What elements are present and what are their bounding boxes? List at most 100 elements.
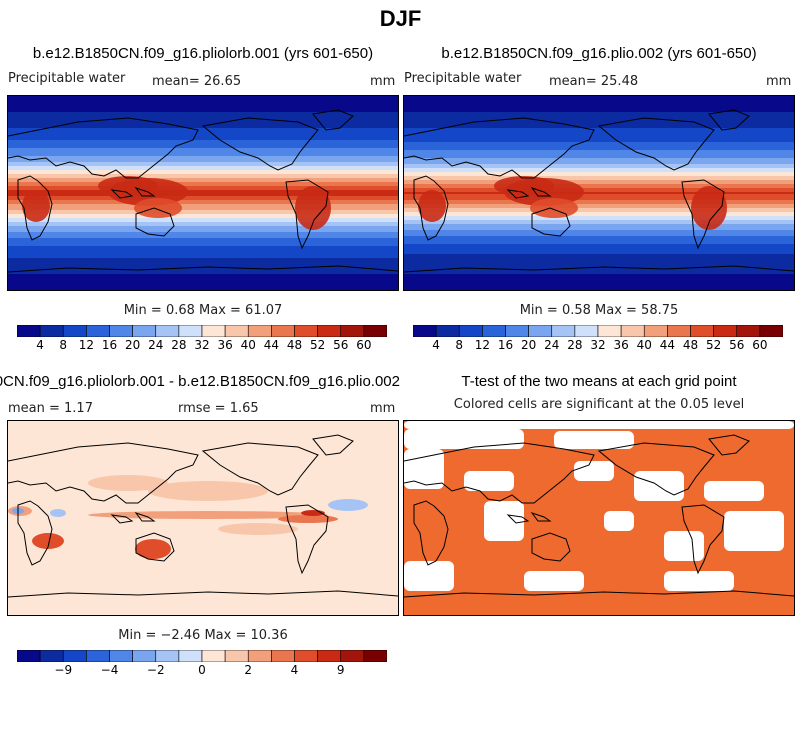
- lat-band: [404, 136, 794, 139]
- lat-band: [404, 158, 794, 161]
- lat-band: [404, 206, 794, 209]
- lat-band: [8, 244, 398, 247]
- lat-band: [404, 96, 794, 99]
- colorbar-tick-label: −2: [146, 663, 165, 677]
- lat-band: [8, 180, 398, 183]
- colorbar-tick-label: 24: [544, 338, 560, 352]
- colorbar-swatch: [412, 324, 437, 338]
- colorbar-swatch: [178, 649, 203, 663]
- lat-band: [8, 224, 398, 227]
- lat-band: [8, 150, 398, 153]
- lat-band: [8, 132, 398, 135]
- lat-band: [8, 202, 398, 205]
- colorbar-swatch: [597, 324, 622, 338]
- lat-band: [8, 122, 398, 125]
- colorbar-swatch: [155, 649, 180, 663]
- colorbar-tick-label: 28: [171, 338, 187, 352]
- colorbar-swatch: [643, 324, 668, 338]
- lat-band: [8, 136, 398, 139]
- panel-1-units-label: mm: [370, 74, 396, 89]
- lat-band: [8, 252, 398, 255]
- lat-band: [8, 96, 398, 99]
- lat-band: [404, 268, 794, 271]
- lat-band: [404, 240, 794, 243]
- colorbar-tick-label: 28: [567, 338, 583, 352]
- lat-band: [404, 224, 794, 227]
- anomaly-region: [148, 481, 268, 501]
- panel-1-map: [7, 95, 399, 291]
- lat-band: [8, 160, 398, 163]
- lat-band: [404, 166, 794, 169]
- lat-band: [404, 250, 794, 253]
- lat-band: [404, 272, 794, 275]
- lat-band: [404, 132, 794, 135]
- lat-band: [8, 250, 398, 253]
- colorbar-swatch: [109, 324, 133, 338]
- lat-band: [8, 98, 398, 101]
- lat-band: [404, 142, 794, 145]
- lat-band: [8, 172, 398, 175]
- lat-band: [404, 194, 794, 197]
- lat-band: [404, 174, 794, 177]
- lat-band: [404, 122, 794, 125]
- colorbar-tick-label: 12: [474, 338, 491, 352]
- lat-band: [404, 204, 794, 207]
- colorbar-swatch: [294, 649, 318, 663]
- panel-3-colorbar: [16, 649, 388, 663]
- panel-2-colorbar: [412, 324, 784, 338]
- lat-band: [8, 190, 398, 193]
- coastlines: [8, 109, 398, 273]
- lat-band: [404, 228, 794, 231]
- anomaly-region: [88, 475, 168, 491]
- lat-band: [8, 240, 398, 243]
- colorbar-swatch: [551, 324, 576, 338]
- panel-2-units-label: mm: [766, 74, 792, 89]
- lat-band: [404, 274, 794, 277]
- figure-title: DJF: [379, 6, 422, 31]
- colorbar-tick-label: 2: [244, 663, 253, 677]
- colorbar-swatch: [574, 324, 599, 338]
- lat-band: [404, 152, 794, 155]
- lat-band: [404, 130, 794, 133]
- lat-band: [8, 156, 398, 159]
- lat-band: [404, 258, 794, 261]
- moisture-maximum: [691, 186, 727, 230]
- lat-band: [404, 236, 794, 239]
- lat-band: [404, 188, 794, 191]
- colorbar-swatch: [667, 324, 691, 338]
- lat-band: [8, 236, 398, 239]
- lat-band: [404, 150, 794, 153]
- not-significant-area: [664, 571, 734, 591]
- lat-band: [8, 256, 398, 259]
- lat-band: [8, 230, 398, 233]
- lat-band: [404, 160, 794, 163]
- panel-1-colorbar: [16, 324, 388, 338]
- colorbar-swatch: [247, 324, 272, 338]
- panel-1-stats: Min = 0.68 Max = 61.07: [123, 303, 283, 318]
- coastlines: [404, 109, 794, 273]
- colorbar-tick-label: 8: [59, 338, 68, 352]
- lat-band: [404, 164, 794, 167]
- moisture-maximum: [295, 186, 331, 230]
- lat-band: [8, 142, 398, 145]
- lat-band: [404, 216, 794, 219]
- lat-band: [404, 238, 794, 241]
- colorbar-tick-label: 4: [290, 663, 299, 677]
- lat-band: [8, 110, 398, 113]
- colorbar-swatch: [317, 649, 342, 663]
- colorbar-tick-label: 40: [636, 338, 652, 352]
- lat-band: [404, 212, 794, 215]
- lat-band: [404, 148, 794, 151]
- lat-band: [8, 282, 398, 285]
- lat-band: [8, 106, 398, 109]
- lat-band: [404, 288, 794, 290]
- lat-band: [8, 200, 398, 203]
- lat-band: [8, 272, 398, 275]
- anomaly-region: [32, 533, 64, 549]
- lat-band: [8, 268, 398, 271]
- colorbar-swatch: [363, 649, 388, 663]
- colorbar-tick-label: 4: [36, 338, 44, 352]
- colorbar-tick-label: 56: [729, 338, 745, 352]
- lat-band: [8, 280, 398, 283]
- lat-band: [8, 214, 398, 217]
